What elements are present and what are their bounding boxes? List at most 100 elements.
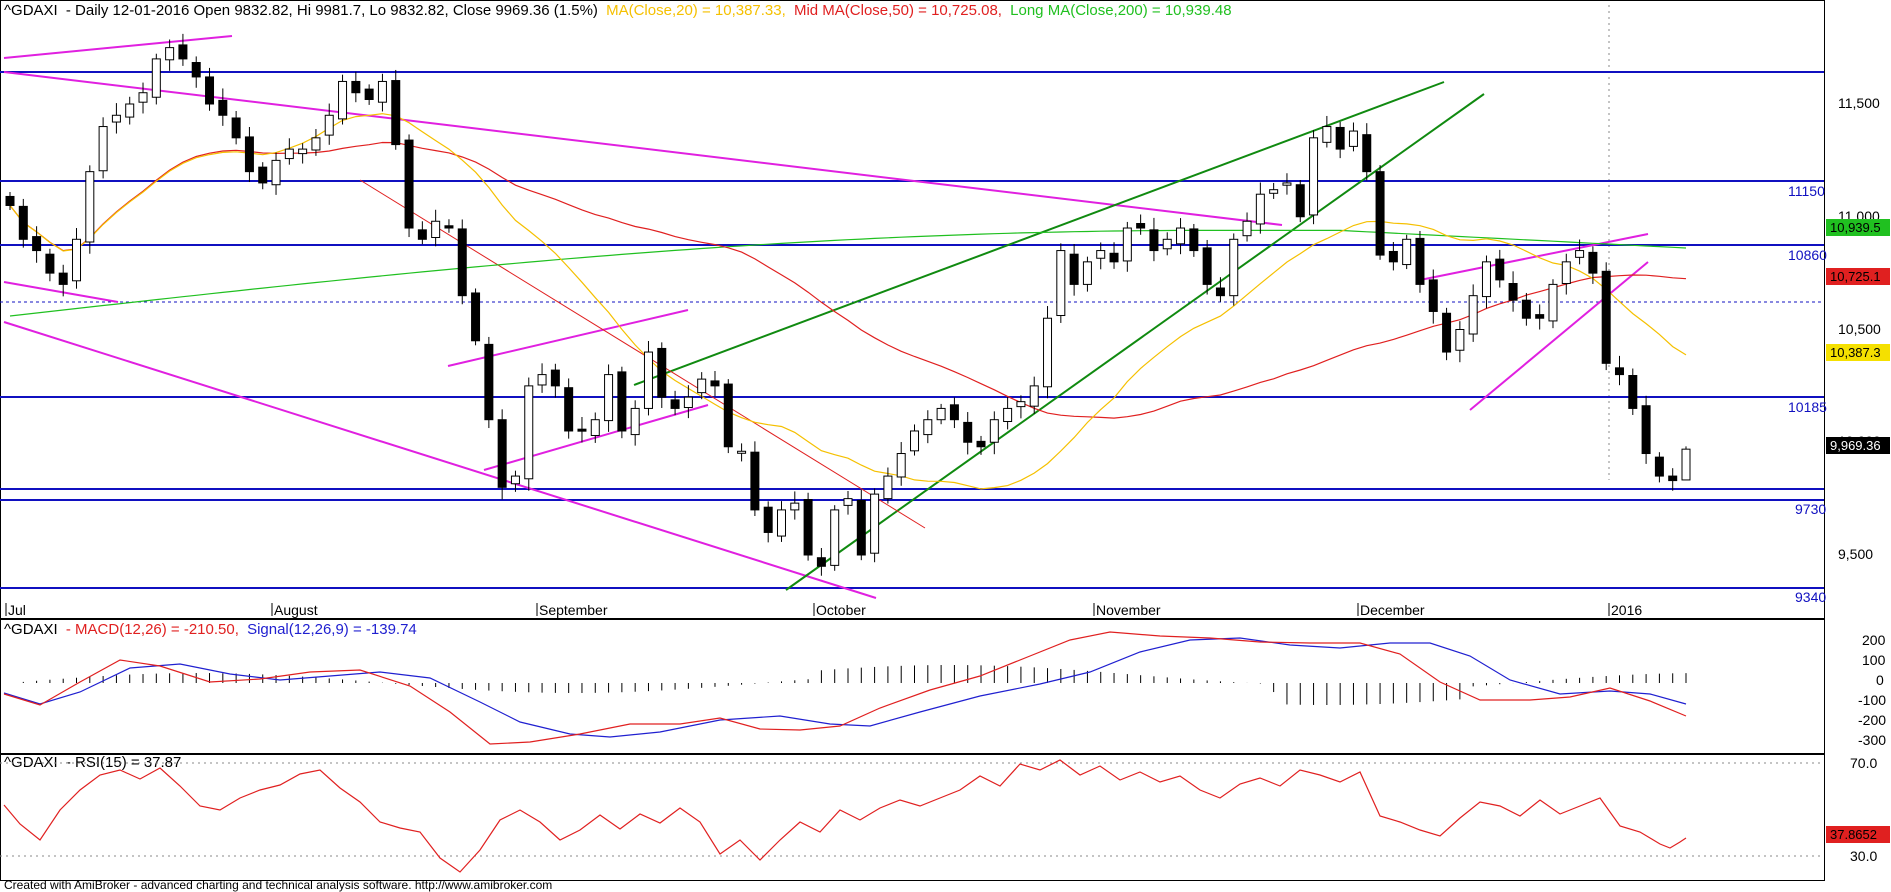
header-ma200: Long MA(Close,200) = 10,939.48 — [1010, 2, 1231, 19]
candle-up — [311, 137, 321, 151]
tag-ma20-bg — [1826, 344, 1890, 361]
trendline-magenta — [3, 71, 1283, 226]
candle-up — [431, 220, 441, 238]
candle-down — [1109, 252, 1119, 263]
tag-close: 9,969.36 — [1830, 438, 1881, 453]
macd-y-tick: 200 — [1862, 632, 1886, 648]
candle-up — [790, 502, 800, 511]
value-tags: 10,939.5 10,725.1 10,387.3 9,969.36 — [1826, 219, 1890, 454]
candle-up — [125, 103, 135, 118]
candle-down — [550, 369, 560, 387]
x-label-2016: 2016 — [1611, 602, 1642, 618]
tag-ma200-bg — [1826, 219, 1890, 236]
x-label-september: September — [539, 602, 608, 618]
price-y-tick: 11,500 — [1838, 95, 1880, 111]
macd-label: - MACD(12,26) = -210.50, — [66, 621, 239, 638]
macd-y-tick: -300 — [1858, 732, 1886, 748]
trend-lines — [3, 35, 1649, 599]
macd-line — [3, 631, 1687, 745]
level-label-9730: 9730 — [1795, 501, 1826, 517]
candle-up — [883, 475, 893, 500]
candle-down — [497, 419, 507, 488]
candle-up — [1096, 250, 1106, 259]
candle-up — [1561, 261, 1571, 284]
candle-up — [989, 419, 999, 443]
candle-down — [577, 428, 587, 432]
candle-up — [1043, 317, 1053, 388]
candle-down — [723, 383, 733, 448]
candle-down — [1628, 375, 1638, 409]
candle-up — [72, 238, 82, 282]
candle-down — [178, 44, 188, 60]
level-labels: 11150 10860 10185 9730 9340 — [1788, 183, 1827, 605]
rsi-tag-label: 37.8652 — [1830, 827, 1877, 842]
candle-down — [218, 99, 228, 116]
candle-down — [1415, 237, 1425, 285]
candle-down — [1668, 475, 1678, 482]
candle-down — [457, 228, 467, 297]
candle-up — [896, 453, 906, 478]
candle-down — [364, 88, 374, 100]
trendline-green — [633, 81, 1445, 386]
trendline-magenta — [3, 35, 233, 59]
candle-up — [643, 351, 653, 409]
candle-down — [444, 225, 454, 229]
rsi-tag-bg — [1826, 826, 1890, 843]
level-label-9340: 9340 — [1795, 589, 1826, 605]
candle-down — [1202, 247, 1212, 285]
rsi-y-axis: 70.0 30.0 — [1850, 755, 1877, 864]
candle-down — [1335, 126, 1345, 150]
x-label-october: October — [816, 602, 866, 618]
candle-down — [1614, 367, 1624, 376]
candle-up — [1229, 238, 1239, 297]
candle-up — [1348, 130, 1358, 147]
candle-up — [1016, 401, 1026, 408]
candle-down — [564, 387, 574, 432]
candle-down — [949, 404, 959, 421]
candle-up — [776, 509, 786, 537]
price-header: ^GDAXI - Daily 12-01-2016 Open 9832.82, … — [4, 2, 1232, 19]
candle-up — [1162, 238, 1172, 250]
candle-down — [1588, 251, 1598, 274]
tag-ma50-bg — [1826, 268, 1890, 285]
candle-up — [1269, 189, 1279, 194]
candle-down — [1535, 314, 1545, 319]
candle-down — [484, 343, 494, 421]
price-x-axis: Jul August September October November De… — [5, 5, 1642, 618]
rsi-y-tick: 70.0 — [1850, 755, 1877, 771]
candle-up — [1468, 295, 1478, 335]
level-label-10185: 10185 — [1788, 399, 1827, 415]
candle-up — [843, 498, 853, 506]
macd-histogram — [22, 665, 1687, 705]
candle-down — [1375, 171, 1385, 256]
candle-up — [1122, 227, 1132, 262]
panel-frames — [0, 0, 1825, 881]
candles — [5, 33, 1691, 576]
candle-up — [1176, 227, 1186, 245]
candle-down — [391, 80, 401, 146]
candle-down — [670, 399, 680, 409]
trendline-magenta — [3, 321, 877, 599]
trendline-magenta — [1419, 233, 1649, 281]
candle-down — [191, 62, 201, 78]
candle-up — [165, 47, 175, 61]
candle-up — [1455, 329, 1465, 351]
candle-up — [604, 374, 614, 422]
candle-up — [830, 509, 840, 566]
candle-down — [1601, 270, 1611, 364]
candle-down — [1136, 223, 1146, 229]
candle-up — [737, 450, 747, 454]
candle-up — [697, 378, 707, 394]
candle-up — [1255, 193, 1265, 225]
candle-up — [537, 374, 547, 386]
candle-up — [338, 80, 348, 120]
macd-y-axis: 200 100 0 -100 -200 -300 — [1858, 632, 1886, 748]
x-label-august: August — [274, 602, 318, 618]
candle-down — [976, 440, 986, 448]
macd-symbol: ^GDAXI — [4, 621, 58, 638]
candle-down — [1442, 312, 1452, 353]
candle-down — [471, 292, 481, 342]
candle-down — [617, 371, 627, 432]
candle-down — [856, 499, 866, 556]
